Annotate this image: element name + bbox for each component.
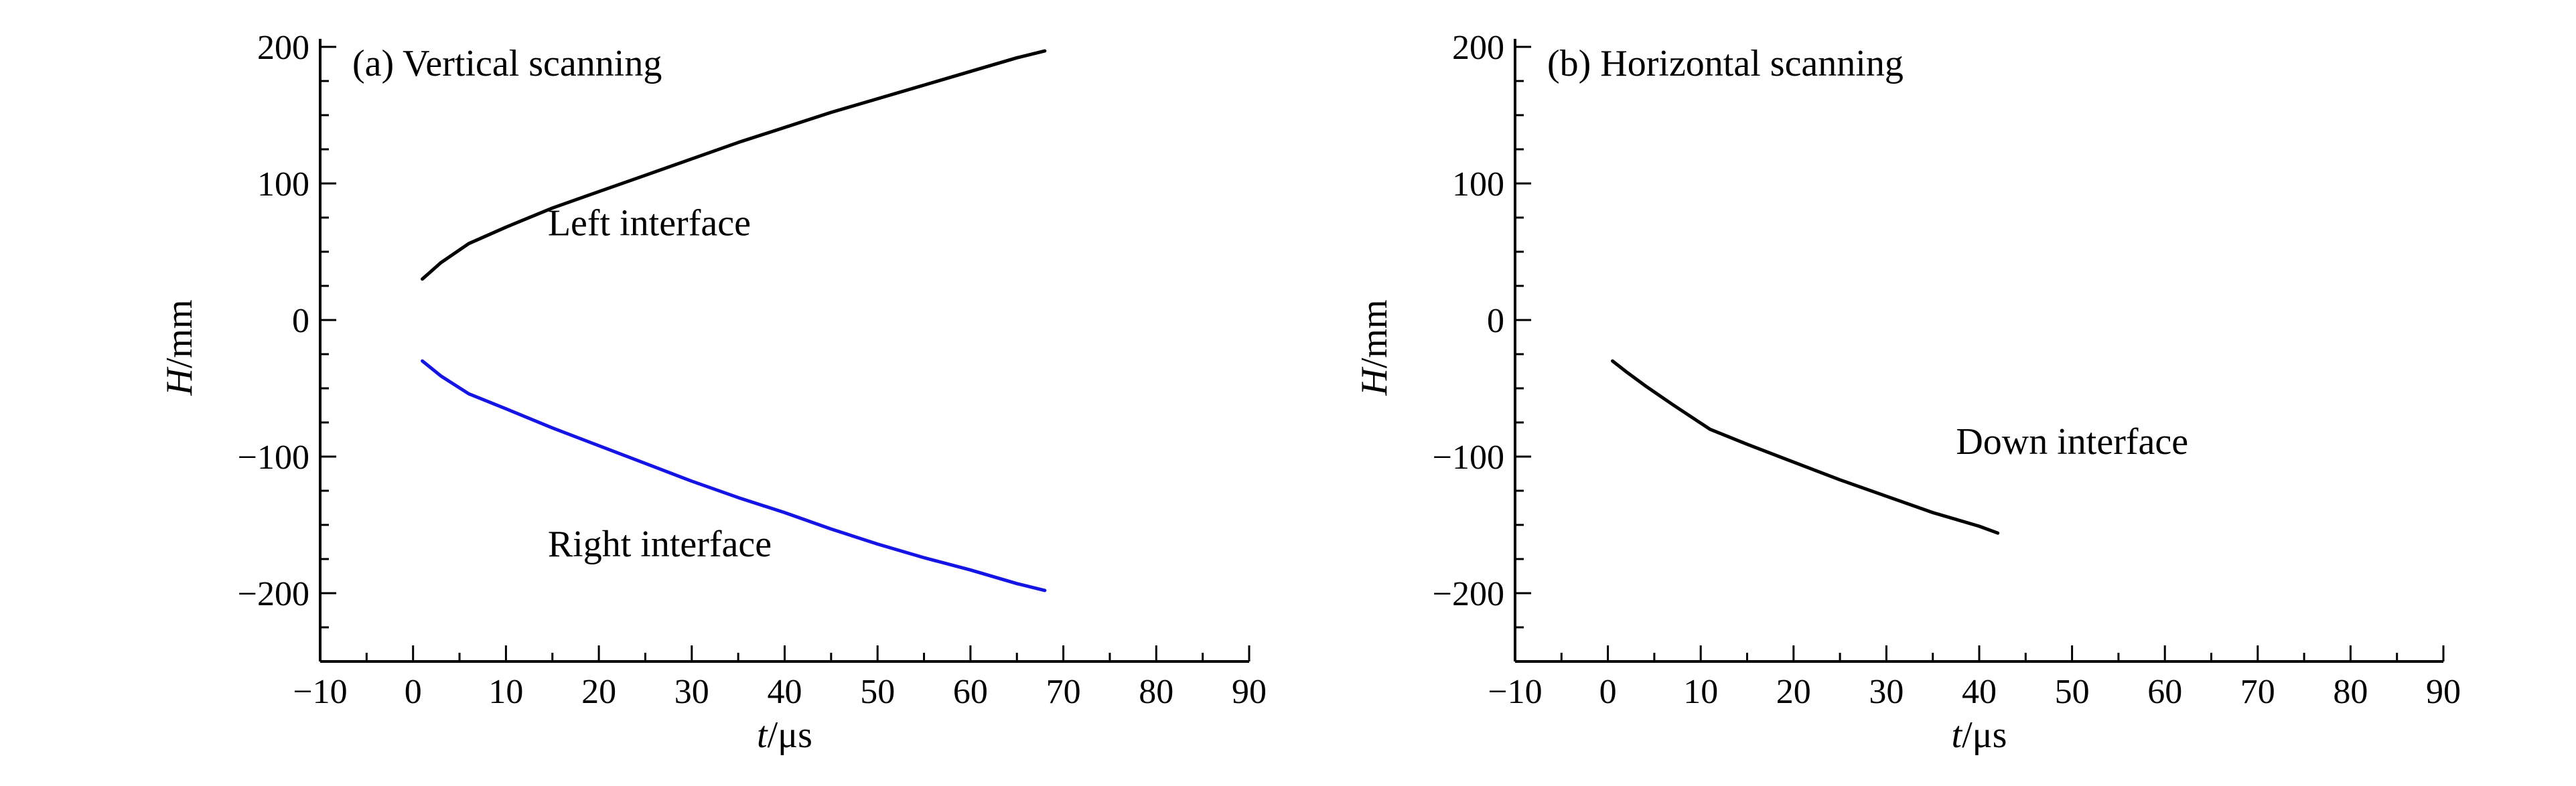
panel-b-x-tick-label: 30	[1869, 673, 1904, 711]
panel-b-series-line-1	[1611, 359, 2000, 535]
panel-b-x-tick-label: 40	[1962, 673, 1997, 711]
panel-a-x-tick-label: 70	[1046, 673, 1081, 711]
panel-b-x-tick-label: 70	[2240, 673, 2275, 711]
panel-a-x-tick-label: 80	[1139, 673, 1173, 711]
panel-a-title: (a) Vertical scanning	[352, 43, 662, 84]
panel-b-x-tick-label: 10	[1683, 673, 1718, 711]
panel-a-x-tick-label: 90	[1232, 673, 1267, 711]
panel-b-annotation-1: Down interface	[1956, 421, 2188, 463]
panel-a-series-line-1	[421, 49, 1047, 281]
panel-a-x-tick-label: 40	[768, 673, 802, 711]
panel-b-y-tick-label: 100	[1452, 165, 1504, 204]
panel-a-y-axis-title: H/mm	[159, 299, 200, 396]
panel-a-y-tick-label: −100	[238, 439, 309, 477]
panel-a-x-tick-label: 10	[488, 673, 523, 711]
panel-b-x-axis-title: t/μs	[1952, 714, 2007, 756]
panel-a-x-tick-label: −10	[293, 673, 347, 711]
panel-b-y-tick-label: 0	[1487, 302, 1504, 340]
panel-b-y-tick-label: 200	[1452, 29, 1504, 67]
panel-b-title: (b) Horizontal scanning	[1547, 43, 1904, 84]
panel-a-series-line-2	[421, 359, 1047, 593]
panel-a-x-axis-title: t/μs	[757, 714, 812, 756]
panel-b-x-tick-label: 60	[2147, 673, 2182, 711]
panel-b-x-tick-label: 80	[2333, 673, 2368, 711]
panel-a-annotation-2: Right interface	[548, 524, 772, 565]
panel-b-x-tick-label: −10	[1488, 673, 1542, 711]
panel-b-x-tick-label: 50	[2055, 673, 2090, 711]
panel-a-x-tick-label: 50	[860, 673, 895, 711]
panel-b-x-tick-label: 90	[2426, 673, 2461, 711]
panel-b-y-tick-label: −100	[1433, 439, 1504, 477]
panel-a-y-tick-label: −200	[238, 575, 309, 613]
panel-a-x-tick-label: 60	[953, 673, 988, 711]
panel-a-x-tick-label: 30	[674, 673, 709, 711]
panel-b-x-tick-label: 20	[1776, 673, 1811, 711]
panel-a-y-tick-label: 100	[257, 165, 309, 204]
panel-b-y-tick-label: −200	[1433, 575, 1504, 613]
panel-a-x-tick-label: 0	[405, 673, 422, 711]
panel-a-x-tick-label: 20	[581, 673, 616, 711]
panel-a-annotation-1: Left interface	[548, 203, 751, 244]
panel-a-y-tick-label: 0	[292, 302, 309, 340]
panel-b-y-axis-title: H/mm	[1354, 299, 1395, 396]
panel-a-y-tick-label: 200	[257, 29, 309, 67]
panel-b-x-tick-label: 0	[1599, 673, 1617, 711]
